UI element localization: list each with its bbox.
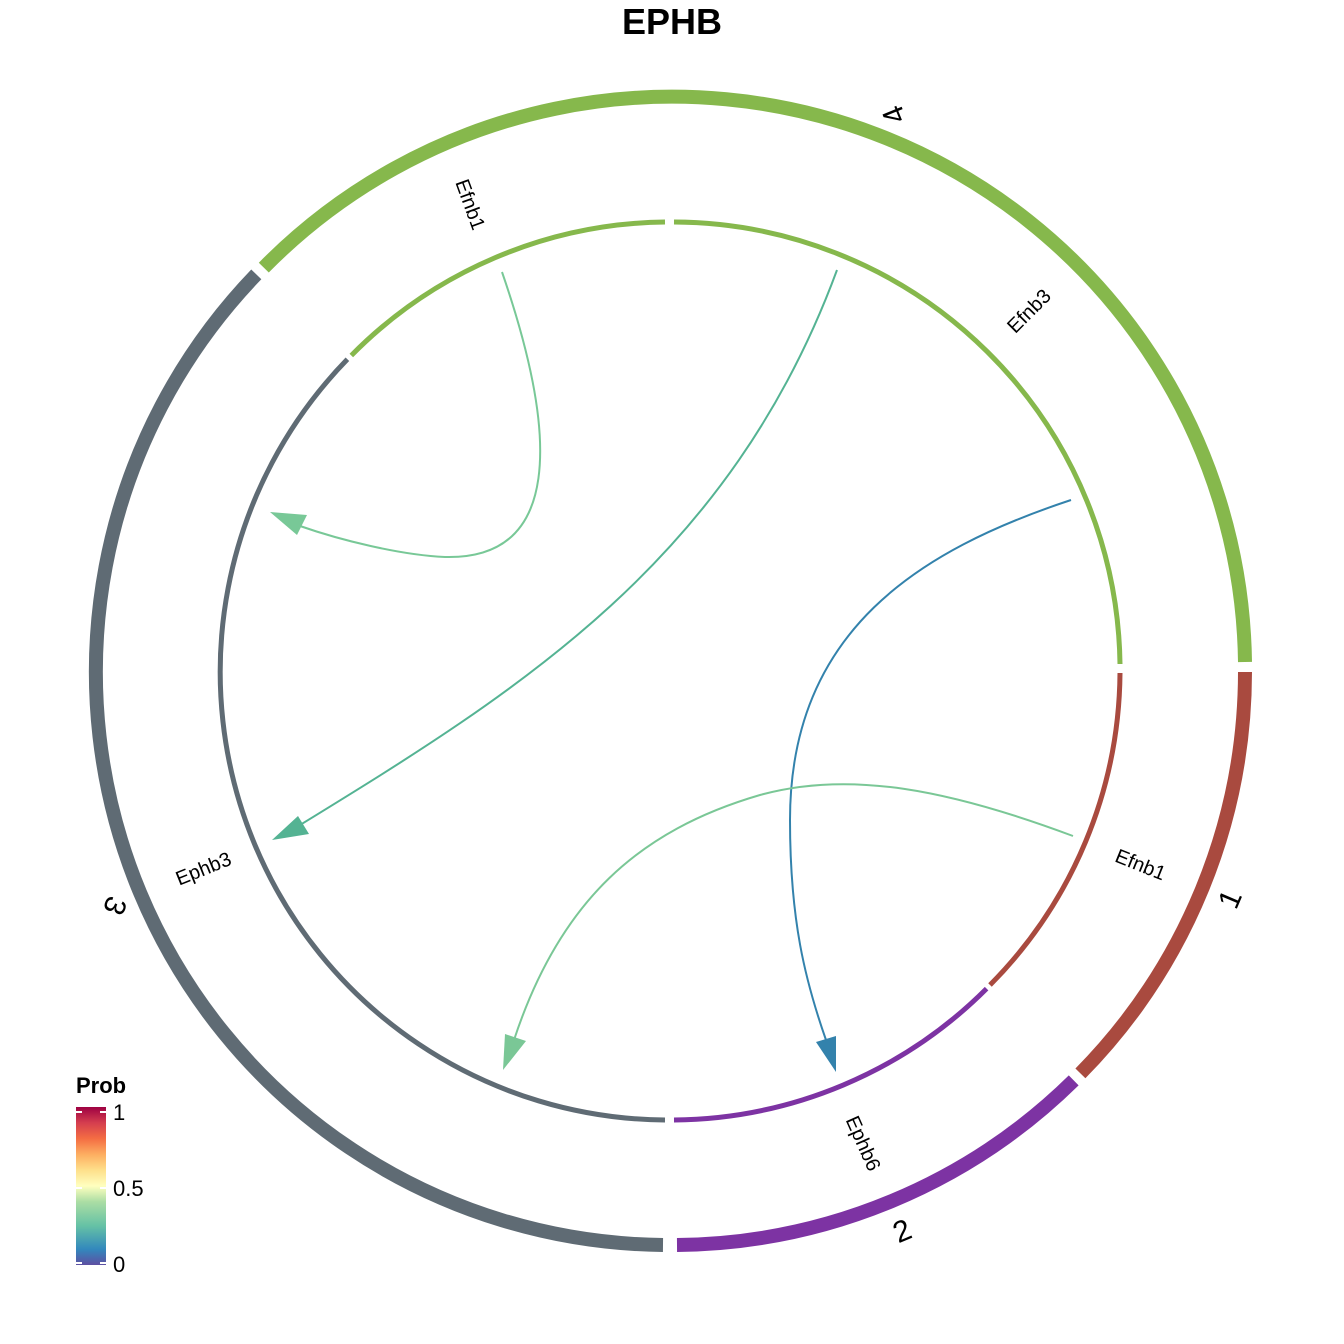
inner-arc-sector-4-efnb3 bbox=[673, 219, 1123, 665]
sector-label-2: 2 bbox=[888, 1213, 916, 1250]
outer-arc-sector-1 bbox=[1075, 671, 1252, 1079]
legend-tick-marks bbox=[76, 1111, 106, 1264]
gene-label-sector4-efnb3: Efnb3 bbox=[1003, 285, 1056, 338]
link-arrowhead bbox=[816, 1036, 836, 1072]
gene-label-sector1-efnb1: Efnb1 bbox=[1112, 845, 1169, 885]
gene-label-sector4-efnb1: Efnb1 bbox=[450, 176, 489, 233]
link-arrowhead bbox=[272, 816, 309, 840]
sector-label-4: 4 bbox=[876, 101, 913, 129]
outer-arc-sector-3 bbox=[88, 269, 664, 1252]
outer-arc-sector-2 bbox=[676, 1075, 1079, 1252]
inner-arc-sector-3-ephb3 bbox=[217, 357, 666, 1123]
gene-label-sector3-ephb3: Ephb3 bbox=[173, 848, 235, 890]
gene-label-sector2-ephb6: Ephb6 bbox=[841, 1113, 885, 1175]
link-arrowhead bbox=[270, 512, 307, 535]
legend-colorbar bbox=[76, 1107, 106, 1265]
sector-label-1: 1 bbox=[1212, 885, 1249, 913]
outer-arc-sector-4 bbox=[258, 89, 1252, 663]
link-arrowhead bbox=[503, 1034, 526, 1070]
inner-arc-sector-4-efnb1 bbox=[349, 219, 666, 358]
legend-title: Prob bbox=[76, 1073, 126, 1098]
inner-arc-sector-2-ephb6 bbox=[673, 986, 989, 1123]
link-sector1-efnb1-to-ephb3 bbox=[513, 783, 1074, 1041]
inner-arc-sector-1-efnb1 bbox=[988, 672, 1123, 987]
legend-tick-1: 1 bbox=[113, 1100, 125, 1125]
diagram-title: EPHB bbox=[622, 1, 722, 42]
link-sector4-efnb3-to-ephb6 bbox=[788, 499, 1072, 1041]
legend-tick-0.5: 0.5 bbox=[113, 1176, 144, 1201]
link-sector4-efnb3-to-ephb3 bbox=[299, 269, 838, 826]
legend-tick-0: 0 bbox=[113, 1252, 125, 1277]
legend: Prob 1 0.5 0 bbox=[76, 1073, 144, 1277]
link-sector4-efnb1-to-ephb3 bbox=[299, 271, 542, 559]
sector-label-3: 3 bbox=[96, 892, 133, 920]
